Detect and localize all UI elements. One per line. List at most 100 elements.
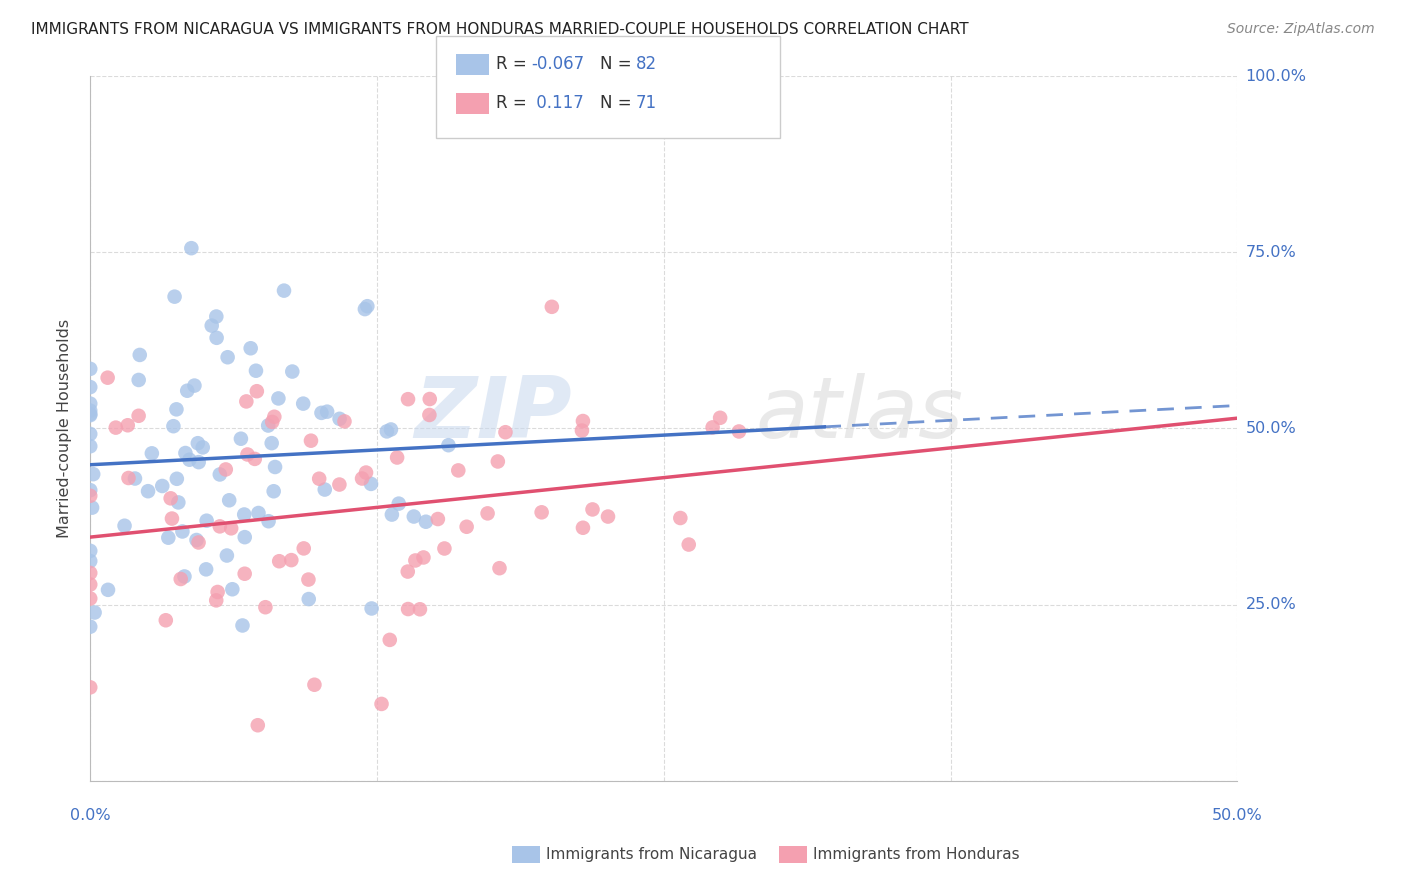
Point	[128, 409, 150, 423]
Point	[292, 396, 315, 410]
Point	[378, 632, 401, 647]
Point	[233, 530, 256, 544]
Point	[239, 341, 262, 355]
Point	[219, 521, 242, 535]
Point	[215, 549, 238, 563]
Point	[380, 422, 402, 436]
Point	[229, 432, 252, 446]
Point	[437, 438, 460, 452]
Point	[257, 514, 280, 528]
Point	[263, 409, 285, 424]
Point	[572, 414, 595, 428]
Point	[150, 479, 173, 493]
Point	[191, 441, 214, 455]
Point	[456, 520, 478, 534]
Point	[195, 562, 218, 576]
Point	[79, 403, 101, 417]
Point	[167, 495, 190, 509]
Point	[433, 541, 456, 556]
Point	[172, 524, 194, 539]
Point	[360, 476, 382, 491]
Point	[233, 508, 256, 522]
Point	[418, 408, 440, 422]
Point	[173, 569, 195, 583]
Point	[426, 512, 449, 526]
Point	[728, 425, 751, 439]
Text: 100.0%: 100.0%	[1246, 69, 1306, 84]
Point	[183, 378, 205, 392]
Point	[333, 414, 356, 428]
Text: 82: 82	[636, 55, 657, 73]
Point	[79, 489, 101, 503]
Point	[83, 606, 105, 620]
Point	[267, 392, 290, 406]
Point	[385, 450, 408, 465]
Point	[494, 425, 516, 440]
Point	[180, 241, 202, 255]
Point	[709, 410, 731, 425]
Point	[264, 460, 287, 475]
Point	[215, 462, 238, 476]
Point	[246, 718, 269, 732]
Point	[165, 402, 187, 417]
Point	[669, 511, 692, 525]
Point	[205, 593, 228, 607]
Point	[79, 577, 101, 591]
Point	[117, 418, 139, 433]
Y-axis label: Married-couple Households: Married-couple Households	[58, 318, 72, 538]
Point	[360, 601, 382, 615]
Point	[205, 331, 228, 345]
Point	[141, 446, 163, 460]
Text: 25.0%: 25.0%	[1246, 597, 1296, 612]
Text: 0.0%: 0.0%	[70, 808, 111, 823]
Point	[409, 602, 432, 616]
Point	[208, 519, 231, 533]
Text: R =: R =	[496, 95, 533, 112]
Text: R =: R =	[496, 55, 533, 73]
Point	[311, 406, 333, 420]
Point	[354, 302, 377, 317]
Point	[187, 455, 209, 469]
Point	[298, 592, 321, 607]
Point	[128, 373, 150, 387]
Text: 75.0%: 75.0%	[1246, 244, 1296, 260]
Point	[316, 405, 339, 419]
Point	[402, 509, 425, 524]
Point	[352, 471, 374, 485]
Point	[260, 436, 283, 450]
Point	[678, 537, 700, 551]
Point	[486, 454, 509, 468]
Point	[218, 493, 240, 508]
Point	[79, 620, 101, 634]
Point	[79, 408, 101, 422]
Text: -0.067: -0.067	[531, 55, 585, 73]
Point	[221, 582, 243, 597]
Point	[79, 396, 101, 410]
Point	[79, 483, 101, 498]
Point	[314, 483, 336, 497]
Point	[157, 531, 180, 545]
Text: ZIP: ZIP	[415, 373, 572, 456]
Point	[396, 392, 419, 407]
Point	[447, 463, 470, 477]
Point	[79, 591, 101, 606]
Point	[97, 582, 120, 597]
Point	[281, 365, 304, 379]
Point	[79, 380, 101, 394]
Point	[79, 681, 101, 695]
Point	[243, 451, 266, 466]
Point	[207, 585, 229, 599]
Point	[195, 514, 218, 528]
Point	[263, 484, 285, 499]
Point	[419, 392, 441, 406]
Point	[304, 678, 326, 692]
Point	[233, 566, 256, 581]
Point	[370, 697, 392, 711]
Point	[356, 299, 378, 313]
Point	[114, 518, 136, 533]
Point	[702, 420, 724, 434]
Point	[273, 284, 295, 298]
Point	[381, 508, 404, 522]
Point	[231, 618, 253, 632]
Point	[155, 613, 177, 627]
